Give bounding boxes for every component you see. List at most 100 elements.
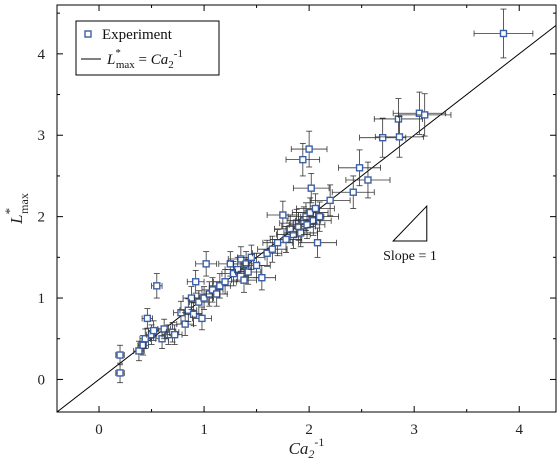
legend-fit-base: L <box>106 52 115 68</box>
data-marker <box>170 330 179 339</box>
data-point <box>345 161 391 199</box>
data-point <box>359 117 407 158</box>
data-marker <box>191 278 200 286</box>
data-marker <box>499 29 508 38</box>
data-point <box>285 142 321 177</box>
data-point <box>292 173 330 204</box>
data-point <box>188 290 209 314</box>
data-point <box>331 175 375 209</box>
slope-triangle <box>391 204 428 242</box>
y-axis-title-base: L <box>7 214 26 224</box>
legend-fit-sup: * <box>115 47 121 59</box>
legend-fit-eq: = <box>135 52 151 68</box>
data-point <box>251 239 283 267</box>
data-marker <box>189 310 198 319</box>
slope-label: Slope = 1 <box>383 249 437 264</box>
legend-fit-rhs-sup: -1 <box>174 48 183 60</box>
legend-square-marker-icon <box>84 30 92 38</box>
data-marker <box>315 212 324 221</box>
legend-fit-rhs: Ca <box>151 52 169 68</box>
data-point <box>473 8 534 59</box>
x-tick-label: 1 <box>200 422 208 438</box>
data-point <box>115 344 125 366</box>
y-axis-title-sub: max <box>17 193 31 214</box>
data-marker <box>313 238 322 247</box>
data-point <box>141 308 153 329</box>
data-marker <box>268 245 277 253</box>
data-point <box>298 227 337 258</box>
axis-ticks: 0 1 2 3 4 0 1 2 3 4 <box>38 5 556 438</box>
data-point <box>133 340 145 362</box>
y-tick-label: 1 <box>38 291 46 307</box>
data-marker <box>229 269 238 278</box>
plot-frame <box>56 4 557 413</box>
legend-entry-experiment: Experiment <box>102 27 173 43</box>
data-point <box>237 244 266 270</box>
plot-area <box>57 8 556 412</box>
data-marker <box>221 278 229 286</box>
y-axis-title: L*max <box>2 193 31 225</box>
data-point <box>290 130 328 168</box>
legend-fit-rhs-sub: 2 <box>168 59 174 71</box>
data-marker <box>263 249 271 257</box>
x-axis-title-sup: -1 <box>314 435 324 449</box>
data-marker <box>349 188 357 196</box>
y-axis-title-text: L*max <box>2 193 31 225</box>
legend: Experiment L* max = Ca2-1 <box>75 20 220 76</box>
data-point <box>296 193 335 224</box>
y-tick-label: 0 <box>38 372 46 388</box>
data-point <box>398 93 452 137</box>
data-marker <box>153 282 161 290</box>
data-marker <box>420 111 429 119</box>
data-marker <box>279 211 287 219</box>
data-marker <box>116 369 124 377</box>
data-marker <box>326 196 334 205</box>
x-axis-title-base: Ca <box>289 439 309 458</box>
data-marker <box>240 276 248 284</box>
data-marker <box>282 235 290 244</box>
data-marker <box>202 260 210 268</box>
data-point <box>147 320 160 341</box>
legend-fit-sub: max <box>116 59 135 71</box>
data-marker <box>160 325 168 333</box>
data-marker <box>143 314 152 323</box>
y-tick-label: 2 <box>38 210 46 226</box>
data-point <box>247 265 276 291</box>
data-point <box>374 116 425 158</box>
x-tick-label: 0 <box>95 422 103 438</box>
y-tick-label: 4 <box>38 47 46 63</box>
data-marker <box>198 314 206 323</box>
data-marker <box>355 164 364 172</box>
data-marker <box>258 273 266 282</box>
x-tick-label: 4 <box>515 422 523 438</box>
data-marker <box>311 204 320 213</box>
data-marker <box>364 176 372 184</box>
data-marker <box>149 326 158 335</box>
data-marker <box>309 217 318 225</box>
data-marker <box>378 133 387 142</box>
legend-box <box>75 20 220 76</box>
data-marker <box>216 282 224 290</box>
data-point <box>186 269 205 294</box>
data-marker <box>212 290 221 298</box>
data-marker <box>297 229 305 237</box>
data-point <box>115 362 125 384</box>
data-point <box>392 91 447 135</box>
data-marker <box>273 238 282 247</box>
data-marker <box>247 253 256 262</box>
data-point <box>194 286 214 310</box>
x-axis-title-sub: 2 <box>308 447 314 461</box>
x-tick-label: 3 <box>410 422 418 438</box>
data-point <box>300 201 339 232</box>
slope-annotation: Slope = 1 <box>383 204 437 264</box>
data-marker <box>181 320 189 328</box>
legend-entry-fit-line: L* max = Ca2-1 <box>106 47 183 71</box>
data-point <box>257 235 288 263</box>
data-point <box>151 273 163 299</box>
y-tick-label: 3 <box>38 128 46 144</box>
data-marker <box>141 335 149 343</box>
y-axis-title-sup: * <box>2 208 17 215</box>
data-marker <box>252 261 261 270</box>
